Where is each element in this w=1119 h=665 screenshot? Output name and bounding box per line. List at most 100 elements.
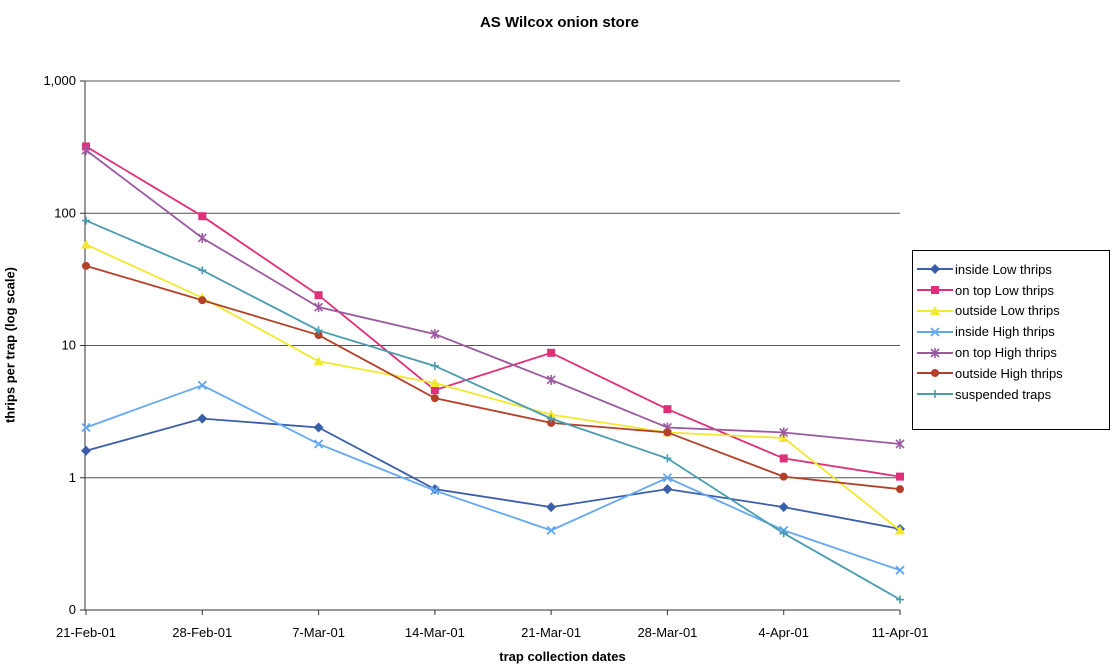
series-3-point-2 <box>313 439 324 449</box>
y-tick-label-3: 100 <box>54 205 76 220</box>
series-0 <box>81 413 905 534</box>
series-4-point-3 <box>430 329 440 340</box>
series-2-point-0 <box>81 239 91 249</box>
legend-item-0: inside Low thrips <box>913 259 1109 280</box>
legend-item-2: outside Low thrips <box>913 301 1109 322</box>
legend-item-4: on top High thrips <box>913 342 1109 363</box>
legend-swatch-marker-0 <box>930 264 940 275</box>
series-6-point-3 <box>430 361 439 370</box>
series-4 <box>81 145 905 449</box>
series-5-point-4 <box>547 418 556 427</box>
y-tick-label-1: 1 <box>69 470 76 485</box>
x-tick-label-1: 28-Feb-01 <box>172 625 232 640</box>
x-tick-label-4: 21-Mar-01 <box>521 625 581 640</box>
legend-swatch-2 <box>917 305 953 315</box>
series-1-point-4 <box>547 348 556 357</box>
series-1-point-1 <box>198 212 207 221</box>
series-5-point-5 <box>663 428 672 437</box>
series-2 <box>81 239 905 535</box>
series-6-point-5 <box>663 454 672 463</box>
series-1-point-6 <box>779 454 788 463</box>
legend-swatch-3 <box>917 327 953 337</box>
legend-swatch-marker-6 <box>931 390 939 399</box>
series-1-point-3 <box>430 386 439 395</box>
series-4-point-7 <box>895 438 905 449</box>
series-0-point-4 <box>546 502 557 513</box>
legend-swatch-0 <box>917 264 953 275</box>
legend-label-2: outside Low thrips <box>955 303 1060 319</box>
x-axis-title: trap collection dates <box>499 649 626 664</box>
series-2-point-3 <box>429 378 440 388</box>
series-3-point-7 <box>895 565 905 575</box>
series-5-point-0 <box>82 261 90 270</box>
x-tick-label-0: 21-Feb-01 <box>56 625 116 640</box>
series-3-point-3 <box>430 485 440 496</box>
legend-swatch-marker-1 <box>931 286 939 295</box>
x-tick-label-2: 7-Mar-01 <box>292 625 345 640</box>
series-5-point-3 <box>430 394 439 403</box>
legend-label-6: suspended traps <box>955 386 1052 402</box>
legend-swatch-1 <box>917 286 953 295</box>
series-2-point-4 <box>546 409 557 419</box>
series-line-6 <box>85 219 901 601</box>
y-tick-label-0: 0 <box>69 602 76 617</box>
series-3-point-4 <box>546 525 556 536</box>
legend-swatch-marker-5 <box>931 369 939 378</box>
legend-swatch-6 <box>917 390 953 399</box>
legend: inside Low thrips on top Low thrips outsid… <box>912 250 1110 430</box>
series-0-point-2 <box>313 422 324 433</box>
series-4-point-6 <box>779 427 789 438</box>
y-tick-label-2: 10 <box>62 338 76 353</box>
series-4-point-2 <box>314 302 324 313</box>
legend-item-6: suspended traps <box>913 384 1109 405</box>
y-tick-label-4: 1,000 <box>43 73 76 88</box>
legend-label-5: outside High thrips <box>955 365 1063 381</box>
legend-label-4: on top High thrips <box>955 345 1057 361</box>
series-line-1 <box>85 145 901 478</box>
series-5-point-7 <box>896 485 904 494</box>
x-tick-label-7: 11-Apr-01 <box>872 625 929 640</box>
legend-swatch-marker-3 <box>930 327 940 337</box>
series-5 <box>82 261 904 494</box>
legend-item-5: outside High thrips <box>913 363 1109 384</box>
series-line-4 <box>85 149 901 445</box>
series-0-point-1 <box>197 413 208 424</box>
series-1-point-5 <box>663 405 672 414</box>
series-2-point-7 <box>895 525 905 535</box>
series-1-point-7 <box>896 472 904 481</box>
legend-swatch-marker-2 <box>930 305 940 315</box>
series-line-5 <box>85 265 901 491</box>
series-6-point-1 <box>198 266 207 275</box>
legend-item-3: inside High thrips <box>913 321 1109 342</box>
legend-swatch-marker-4 <box>930 347 940 358</box>
series-6-point-4 <box>547 414 556 423</box>
x-tick-label-3: 14-Mar-01 <box>405 625 465 640</box>
series-6-point-2 <box>314 326 323 335</box>
legend-item-1: on top Low thrips <box>913 280 1109 301</box>
legend-label-0: inside Low thrips <box>955 261 1052 277</box>
series-5-point-6 <box>779 472 788 481</box>
legend-swatch-5 <box>917 369 953 378</box>
series-4-point-4 <box>546 374 556 385</box>
series-0-point-6 <box>778 502 789 513</box>
series-0-point-0 <box>81 445 91 456</box>
legend-label-1: on top Low thrips <box>955 282 1055 298</box>
series-4-point-1 <box>197 232 207 243</box>
series-5-point-2 <box>314 331 323 340</box>
x-tick-label-5: 28-Mar-01 <box>637 625 697 640</box>
x-tick-label-6: 4-Apr-01 <box>758 625 809 640</box>
series-0-point-5 <box>662 484 673 495</box>
legend-swatch-4 <box>917 347 953 358</box>
series-6-point-7 <box>896 595 904 604</box>
series-3-point-5 <box>662 473 673 483</box>
series-6-point-0 <box>82 216 90 225</box>
series-line-2 <box>85 243 901 532</box>
series-4-point-0 <box>81 145 91 156</box>
series-6 <box>82 216 904 604</box>
series-3-point-0 <box>81 422 91 433</box>
series-3-point-1 <box>197 380 207 390</box>
series-6-point-6 <box>779 529 788 538</box>
series-1-point-2 <box>314 291 323 300</box>
series-2-point-2 <box>313 356 324 366</box>
